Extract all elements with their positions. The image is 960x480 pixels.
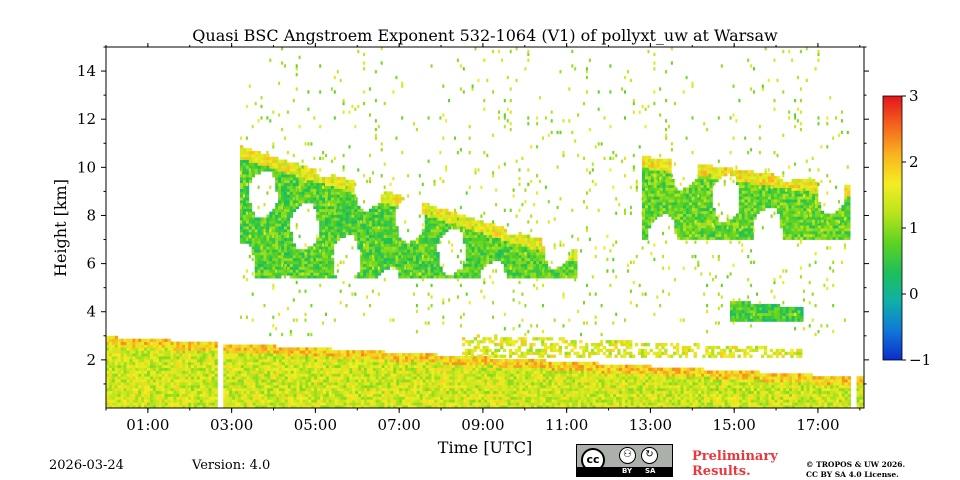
region-residual-aerosol-layer: [462, 334, 803, 358]
preliminary-line-1: Preliminary: [692, 449, 778, 464]
x-tick-label: 17:00: [796, 416, 839, 434]
x-tick-label: 11:00: [545, 416, 588, 434]
x-axis-label: Time [UTC]: [438, 438, 532, 457]
by-label: BY: [622, 467, 633, 475]
person-icon: ⚇: [619, 447, 636, 464]
copyright-line-2: CC BY SA 4.0 License.: [806, 470, 899, 479]
version-label: Version: 4.0: [192, 458, 271, 473]
date-label: 2026-03-24: [49, 458, 124, 473]
region-cirrus-cloud-main: [240, 145, 578, 279]
chart-title: Quasi BSC Angstroem Exponent 532-1064 (V…: [192, 26, 778, 45]
y-axis-label: Height [km]: [51, 179, 70, 277]
sa-label: SA: [645, 467, 656, 475]
colorbar-tick-label: 0: [909, 285, 919, 303]
y-tick-label: 12: [77, 110, 96, 128]
region-thin-layer-4km: [730, 301, 804, 322]
license-strip: [577, 467, 672, 476]
region-boundary-layer: [106, 335, 864, 408]
colorbar-tick-label: −1: [909, 351, 931, 369]
colorbar-tick-label: 2: [909, 153, 919, 171]
colorbar: [882, 95, 903, 361]
heatmap-area: [106, 47, 864, 408]
x-tick-label: 07:00: [378, 416, 421, 434]
y-tick-label: 10: [77, 158, 96, 176]
y-tick-label: 2: [86, 351, 96, 369]
x-axis: 01:00 03:00 05:00 07:00 09:00 11:00 13:00 15:00…: [105, 43, 861, 434]
preliminary-line-2: Results.: [692, 464, 751, 479]
y-tick-label: 14: [77, 62, 96, 80]
colorbar-tick-label: 1: [909, 219, 919, 237]
copyright-note: © TROPOS & UW 2026. CC BY SA 4.0 License…: [806, 460, 905, 480]
x-tick-label: 03:00: [210, 416, 253, 434]
copyright-line-1: © TROPOS & UW 2026.: [806, 460, 906, 469]
colorbar-tick-label: 3: [909, 87, 919, 105]
plot-frame: [105, 46, 865, 409]
preliminary-results-note: Preliminary Results.: [692, 449, 778, 479]
region-cirrus-cloud-east: [642, 155, 851, 240]
y-tick-label: 8: [86, 206, 96, 224]
x-tick-label: 09:00: [461, 416, 504, 434]
y-tick-label: 6: [86, 255, 96, 273]
y-tick-label: 4: [86, 303, 96, 321]
cc-by-sa-license-logo: cc ⚇ ↻ BY SA: [576, 444, 673, 477]
x-tick-label: 05:00: [294, 416, 337, 434]
y-axis: 2 4 6 8 10 12 14: [77, 46, 869, 385]
colorbar-axis: −1 0 1 2 3: [902, 87, 931, 369]
region-scattered-noise: [240, 47, 849, 337]
share-alike-icon: ↻: [641, 447, 658, 464]
x-tick-label: 15:00: [713, 416, 756, 434]
x-tick-label: 13:00: [629, 416, 672, 434]
x-tick-label: 01:00: [126, 416, 169, 434]
